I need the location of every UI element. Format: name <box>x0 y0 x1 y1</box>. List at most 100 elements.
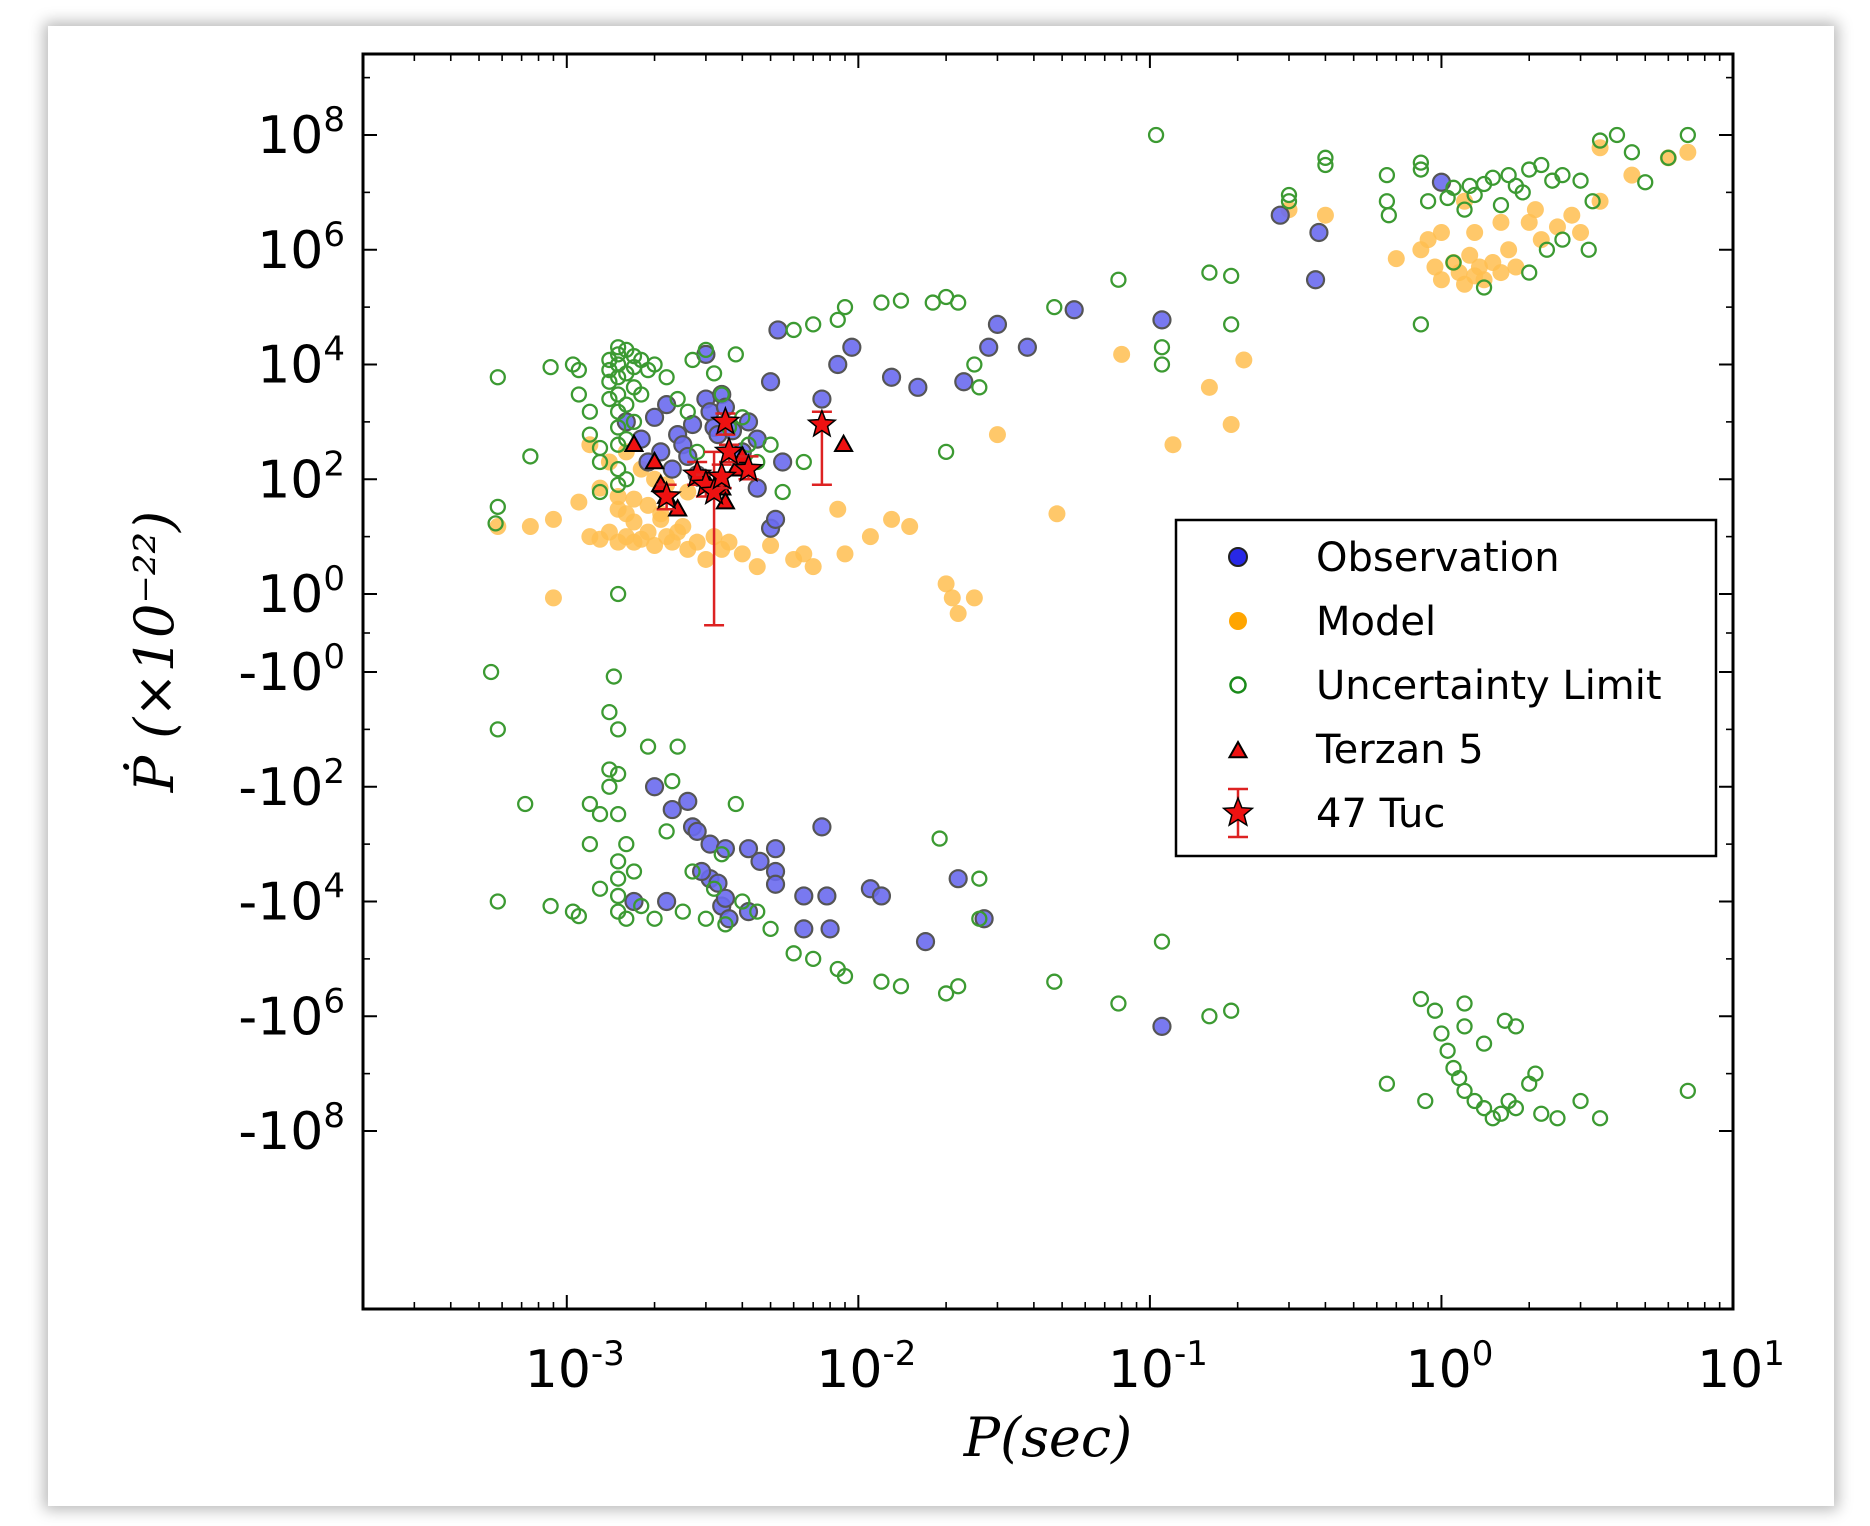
axis-ticks: 10-3 10-2 10-1 100 101 108 106 104 102 100 -100 -10… <box>238 54 1785 1400</box>
uncertainty-point <box>836 298 854 316</box>
uncertainty-point <box>669 738 686 755</box>
observation-point <box>794 919 814 939</box>
observation-point <box>915 932 936 952</box>
observation-point <box>812 389 832 409</box>
uncertainty-point <box>658 369 675 386</box>
uncertainty-point <box>966 356 983 373</box>
uncertainty-point <box>618 910 635 927</box>
uncertainty-point <box>1572 172 1589 189</box>
uncertainty-point <box>542 358 559 376</box>
uncertainty-point <box>591 805 609 823</box>
uncertainty-point <box>1317 149 1334 166</box>
uncertainty-point <box>1484 1110 1501 1127</box>
y-tick-label: -106 <box>238 981 345 1047</box>
uncertainty-point <box>684 351 701 369</box>
uncertainty-point <box>713 386 730 403</box>
uncertainty-point <box>762 920 779 938</box>
uncertainty-point <box>1507 1100 1525 1117</box>
uncertainty-point <box>609 356 627 373</box>
uncertainty-point <box>1521 264 1538 281</box>
observation-point <box>1017 337 1037 357</box>
observation-point <box>974 909 994 929</box>
uncertainty-point <box>601 778 618 795</box>
uncertainty-point <box>1466 186 1483 204</box>
uncertainty-point <box>924 294 941 311</box>
uncertainty-point <box>937 985 955 1002</box>
uncertainty-point <box>1445 254 1462 271</box>
uncertainty-point <box>601 703 618 721</box>
terzan5-point <box>644 450 665 470</box>
uncertainty-point <box>618 471 635 488</box>
uncertainty-point <box>609 419 627 436</box>
uncertainty-point <box>727 795 744 813</box>
uncertainty-point <box>633 386 650 403</box>
model-point <box>570 493 588 511</box>
uncertainty-point <box>892 978 910 995</box>
legend-label: Terzan 5 <box>1315 727 1484 773</box>
uncertainty-point <box>971 870 988 887</box>
uncertainty-point <box>684 863 701 880</box>
uncertainty-point <box>581 426 599 443</box>
uncertainty-point <box>1419 193 1437 210</box>
uncertainty-point <box>873 973 890 990</box>
uncertainty-point <box>727 346 744 363</box>
model-point <box>544 510 562 528</box>
legend-marker-model <box>1229 612 1247 630</box>
uncertainty-point <box>1223 267 1240 285</box>
legend-label: Uncertainty Limit <box>1316 663 1662 709</box>
uncertainty-point <box>489 498 506 516</box>
observation-point <box>820 919 840 939</box>
uncertainty-point <box>1378 1075 1396 1092</box>
model-point <box>697 550 715 568</box>
uncertainty-point <box>679 403 696 420</box>
legend-marker-tuc47 <box>1221 795 1255 827</box>
legend-marker-observation <box>1228 547 1248 567</box>
uncertainty-point <box>609 805 627 823</box>
observation-point <box>678 446 698 467</box>
observation-point <box>908 377 928 397</box>
uncertainty-point <box>609 460 627 478</box>
model-point <box>639 496 657 514</box>
uncertainty-point <box>646 356 663 373</box>
uncertainty-point <box>1201 264 1218 281</box>
model-point <box>1222 416 1240 434</box>
uncertainty-point <box>609 765 627 783</box>
model-point <box>883 510 901 528</box>
uncertainty-point <box>1223 1002 1240 1019</box>
model-point <box>489 518 507 536</box>
uncertainty-point <box>581 795 599 813</box>
tuc47-point <box>713 435 745 465</box>
uncertainty-point <box>601 761 618 778</box>
data-marks <box>482 126 1697 1127</box>
observation-point <box>662 459 682 479</box>
model-point <box>1235 351 1253 369</box>
model-point <box>762 537 780 555</box>
uncertainty-point <box>1223 316 1240 333</box>
uncertainty-point <box>1591 132 1609 149</box>
model-point <box>1164 436 1182 454</box>
uncertainty-point <box>609 887 627 905</box>
uncertainty-point <box>489 369 506 386</box>
uncertainty-point <box>609 870 627 887</box>
model-point <box>1548 218 1566 236</box>
uncertainty-point <box>1412 154 1430 171</box>
uncertainty-point <box>971 379 988 396</box>
uncertainty-point <box>717 916 734 933</box>
uncertainty-point <box>713 846 730 863</box>
model-point <box>625 513 643 531</box>
uncertainty-point <box>609 476 627 493</box>
uncertainty-point <box>931 830 948 847</box>
uncertainty-point <box>1514 184 1531 201</box>
uncertainty-point <box>1046 298 1063 316</box>
y-axis-label: Ṗ (×10⁻²²) <box>122 511 186 793</box>
model-point <box>1563 206 1581 224</box>
uncertainty-point <box>1456 1018 1473 1035</box>
uncertainty-point <box>542 897 559 915</box>
uncertainty-point <box>1554 231 1571 248</box>
x-tick-label: 100 <box>1406 1334 1494 1400</box>
model-point <box>688 533 706 551</box>
model-point <box>1432 271 1450 289</box>
model-point <box>1507 258 1525 276</box>
uncertainty-point <box>1496 1012 1514 1029</box>
uncertainty-point <box>1456 1082 1473 1100</box>
